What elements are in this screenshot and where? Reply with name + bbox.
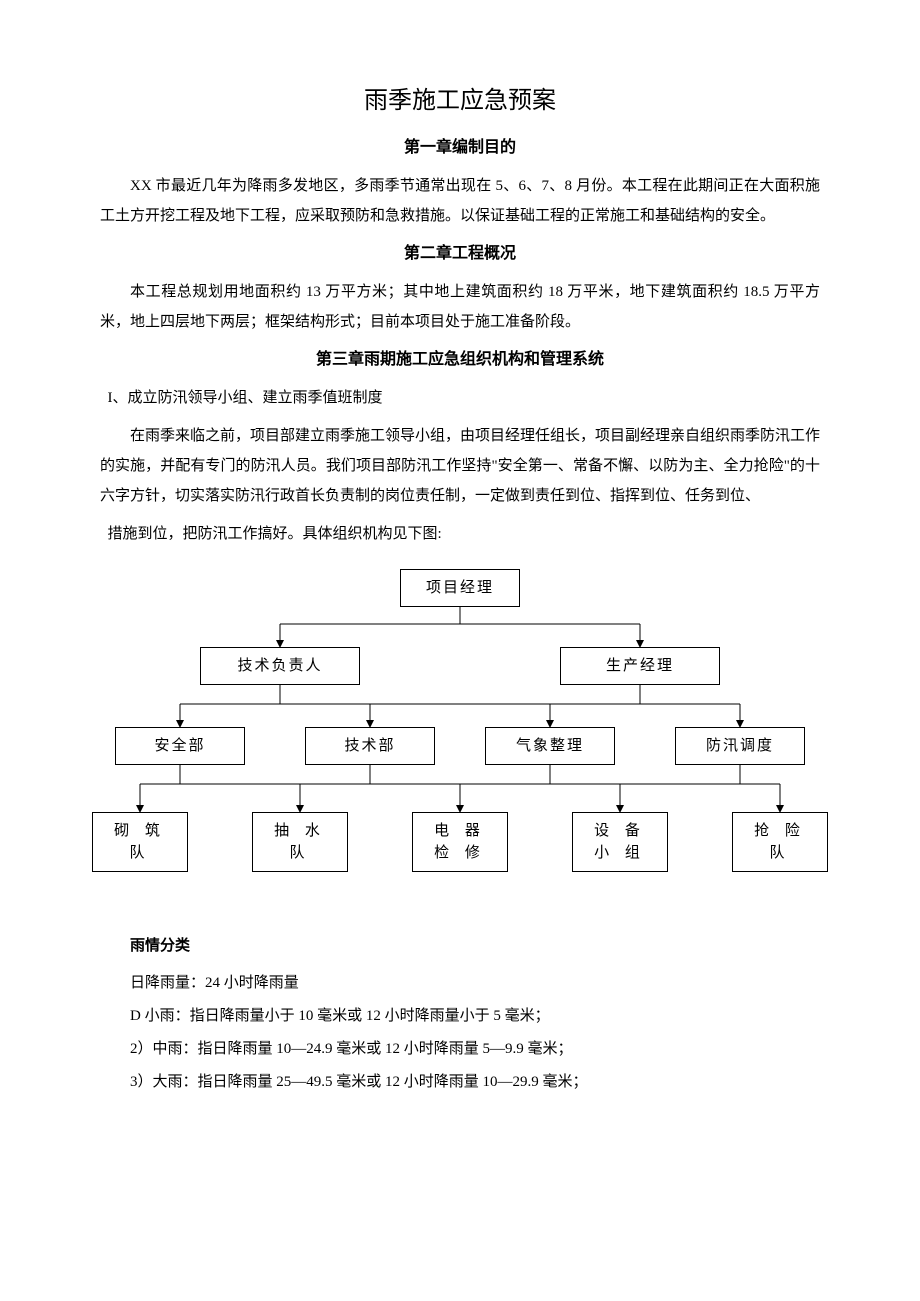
org-node-l2a: 技术负责人 xyxy=(200,647,360,685)
chapter1-heading: 第一章编制目的 xyxy=(100,133,820,157)
chapter3-para1: 在雨季来临之前，项目部建立雨季施工领导小组，由项目经理任组长，项目副经理亲自组织… xyxy=(100,421,820,511)
org-node-l3b: 技术部 xyxy=(305,727,435,765)
document-title: 雨季施工应急预案 xyxy=(100,80,820,115)
chapter3-section1-label: I、成立防汛领导小组、建立雨季值班制度 xyxy=(108,383,821,413)
org-node-l4c: 电 器检 修 xyxy=(412,812,508,872)
chapter3-para2: 措施到位，把防汛工作搞好。具体组织机构见下图: xyxy=(108,519,821,549)
org-node-l2b: 生产经理 xyxy=(560,647,720,685)
org-node-l4a: 砌 筑队 xyxy=(92,812,188,872)
org-node-l4e: 抢 险队 xyxy=(732,812,828,872)
chapter1-para1: XX 市最近几年为降雨多发地区，多雨季节通常出现在 5、6、7、8 月份。本工程… xyxy=(100,171,820,231)
rain-classification-heading: 雨情分类 xyxy=(130,934,820,955)
rain-item-1: D 小雨：指日降雨量小于 10 毫米或 12 小时降雨量小于 5 毫米； xyxy=(100,1000,820,1033)
chapter3-heading: 第三章雨期施工应急组织机构和管理系统 xyxy=(100,345,820,369)
chapter2-para1: 本工程总规划用地面积约 13 万平方米；其中地上建筑面积约 18 万平米，地下建… xyxy=(100,277,820,337)
org-node-l3c: 气象整理 xyxy=(485,727,615,765)
rain-classification-intro: 日降雨量：24 小时降雨量 xyxy=(100,967,820,1000)
org-node-l4b: 抽 水队 xyxy=(252,812,348,872)
chapter2-heading: 第二章工程概况 xyxy=(100,239,820,263)
org-node-l3a: 安全部 xyxy=(115,727,245,765)
org-node-l3d: 防汛调度 xyxy=(675,727,805,765)
rain-item-2: 2）中雨：指日降雨量 10—24.9 毫米或 12 小时降雨量 5—9.9 毫米… xyxy=(100,1033,820,1066)
rain-item-3: 3）大雨：指日降雨量 25—49.5 毫米或 12 小时降雨量 10—29.9 … xyxy=(100,1066,820,1099)
org-node-root: 项目经理 xyxy=(400,569,520,607)
org-chart-container: 项目经理 技术负责人 生产经理 安全部 技术部 气象整理 防汛调度 砌 筑队 抽… xyxy=(100,569,820,909)
org-node-l4d: 设 备小 组 xyxy=(572,812,668,872)
